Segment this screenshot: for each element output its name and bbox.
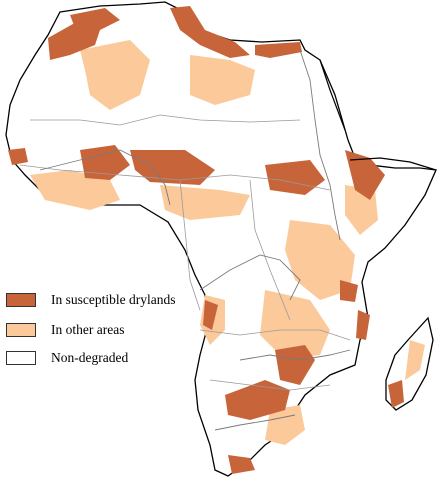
patch-sahel-west: [30, 170, 120, 210]
legend-swatch-non-degraded: [6, 351, 36, 365]
drylands-patches: [8, 6, 404, 474]
patch-libya-coast: [170, 6, 250, 58]
patch-sahara-west: [80, 40, 150, 110]
patch-west-africa: [80, 145, 130, 180]
legend-label-non-degraded: Non-degraded: [51, 350, 129, 365]
patch-east-africa: [285, 220, 355, 300]
legend-item-non-degraded: Non-degraded: [6, 349, 128, 367]
legend-item-drylands: In susceptible drylands: [6, 291, 175, 309]
patch-egypt-coast: [255, 42, 302, 58]
patch-mozambique-coast: [356, 310, 370, 340]
legend-label-drylands: In susceptible drylands: [51, 292, 176, 307]
patch-south-tip: [228, 455, 255, 474]
patch-sahel-central: [160, 185, 250, 220]
patch-angola-coast: [203, 300, 218, 330]
other-areas-patches: [30, 40, 425, 445]
rivers: [39, 49, 351, 431]
patch-kenya: [340, 280, 358, 302]
river-nile: [299, 49, 341, 241]
patch-ethiopia: [345, 150, 385, 200]
patch-madagascar: [405, 340, 425, 380]
patch-sahara-central: [190, 55, 255, 105]
river-orange: [214, 414, 296, 431]
patch-namibia-botswana: [225, 380, 290, 420]
coast-details: [319, 59, 437, 171]
river-zambezi: [239, 349, 351, 361]
legend-swatch-other-areas: [6, 323, 36, 337]
patch-zimbabwe: [275, 345, 315, 385]
legend-label-other-areas: In other areas: [51, 322, 125, 337]
river-niger: [39, 149, 171, 206]
legend-swatch-drylands: [6, 293, 36, 307]
river-congo: [199, 254, 301, 301]
patch-nigeria-chad: [130, 150, 215, 185]
legend-item-other-areas: In other areas: [6, 321, 124, 339]
patch-senegal: [8, 148, 28, 165]
patch-atlas: [70, 8, 120, 30]
country-borders: [19, 114, 351, 391]
patch-morocco: [48, 20, 100, 60]
patch-madagascar-south: [388, 380, 404, 408]
patch-central-south: [260, 290, 330, 360]
